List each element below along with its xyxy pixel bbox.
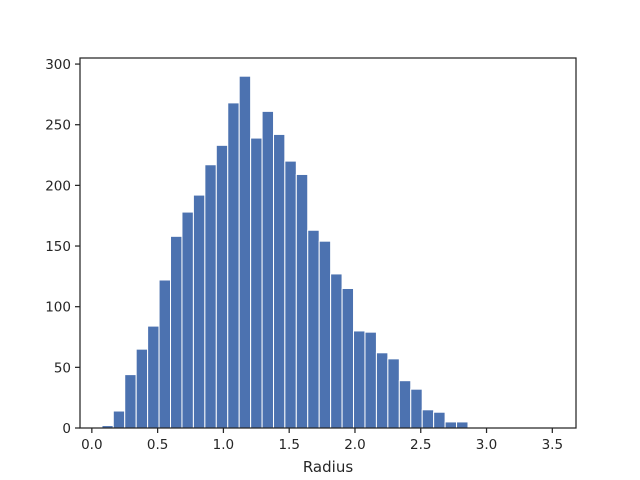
histogram-bar-28 — [421, 409, 435, 429]
histogram-bar-5 — [158, 279, 172, 429]
y-tick-label: 0 — [62, 421, 71, 437]
histogram-bar-25 — [387, 358, 400, 429]
histogram-bar-2 — [124, 374, 137, 429]
histogram-bar-4 — [147, 325, 160, 429]
histogram-bar-24 — [375, 352, 389, 429]
y-tick-label: 200 — [45, 178, 71, 194]
y-tick-label: 50 — [54, 360, 71, 376]
x-tick-label: 0.5 — [147, 437, 168, 453]
histogram-bar-14 — [261, 110, 275, 429]
x-tick-label: 3.0 — [476, 437, 497, 453]
x-tick-label: 1.0 — [213, 437, 234, 453]
y-tick-label: 150 — [45, 239, 71, 255]
histogram-bar-15 — [273, 133, 286, 429]
x-tick-label: 3.5 — [542, 437, 563, 453]
histogram-bar-10 — [215, 144, 229, 429]
histogram-bar-18 — [307, 229, 320, 429]
histogram-bar-17 — [295, 173, 309, 429]
histogram-bar-26 — [398, 380, 412, 429]
histogram-bar-13 — [250, 137, 263, 429]
histogram-bar-16 — [284, 160, 297, 429]
histogram-bar-22 — [353, 330, 366, 429]
x-tick-label: 2.0 — [344, 437, 365, 453]
y-tick-label: 100 — [45, 300, 71, 316]
y-tick-label: 300 — [45, 57, 71, 73]
histogram-bar-23 — [364, 331, 377, 429]
histogram-bar-21 — [341, 287, 355, 429]
histogram-bar-9 — [204, 164, 217, 429]
histogram-bar-1 — [112, 410, 126, 429]
histogram-bar-20 — [330, 273, 343, 429]
histogram-bar-6 — [170, 235, 183, 429]
histogram-bar-7 — [181, 211, 194, 429]
histogram-bar-19 — [318, 240, 332, 429]
x-tick-label: 1.5 — [278, 437, 299, 453]
histogram-bar-31 — [456, 421, 469, 429]
histogram-bar-29 — [433, 411, 446, 429]
histogram-bar-8 — [192, 194, 206, 429]
plot-frame — [79, 57, 577, 429]
y-axis-ticks: 0 50 100 150 200 250 300 — [45, 57, 80, 437]
x-axis-label: Radius — [303, 458, 353, 476]
histogram-bar-27 — [410, 388, 423, 429]
histogram-bar-3 — [135, 348, 149, 429]
histogram-bar-30 — [444, 421, 458, 429]
x-tick-label: 0.0 — [81, 437, 102, 453]
histogram-bar-12 — [238, 75, 252, 429]
x-tick-label: 2.5 — [410, 437, 431, 453]
histogram-bar-11 — [227, 102, 240, 429]
y-tick-label: 250 — [45, 118, 71, 134]
x-axis-ticks: 0.0 0.5 1.0 1.5 2.0 2.5 3.0 3.5 — [81, 428, 563, 453]
